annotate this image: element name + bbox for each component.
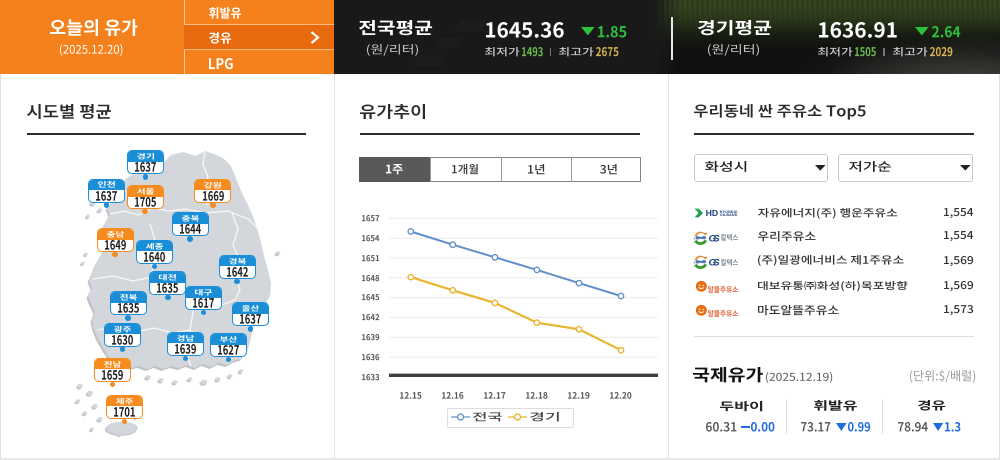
svg-text:GS: GS xyxy=(709,233,721,244)
svg-text:HYUNDAI: HYUNDAI xyxy=(720,210,738,214)
svg-text:GS: GS xyxy=(709,258,721,269)
svg-text:OILBANK: OILBANK xyxy=(720,213,738,217)
svg-text:HD: HD xyxy=(706,208,719,218)
